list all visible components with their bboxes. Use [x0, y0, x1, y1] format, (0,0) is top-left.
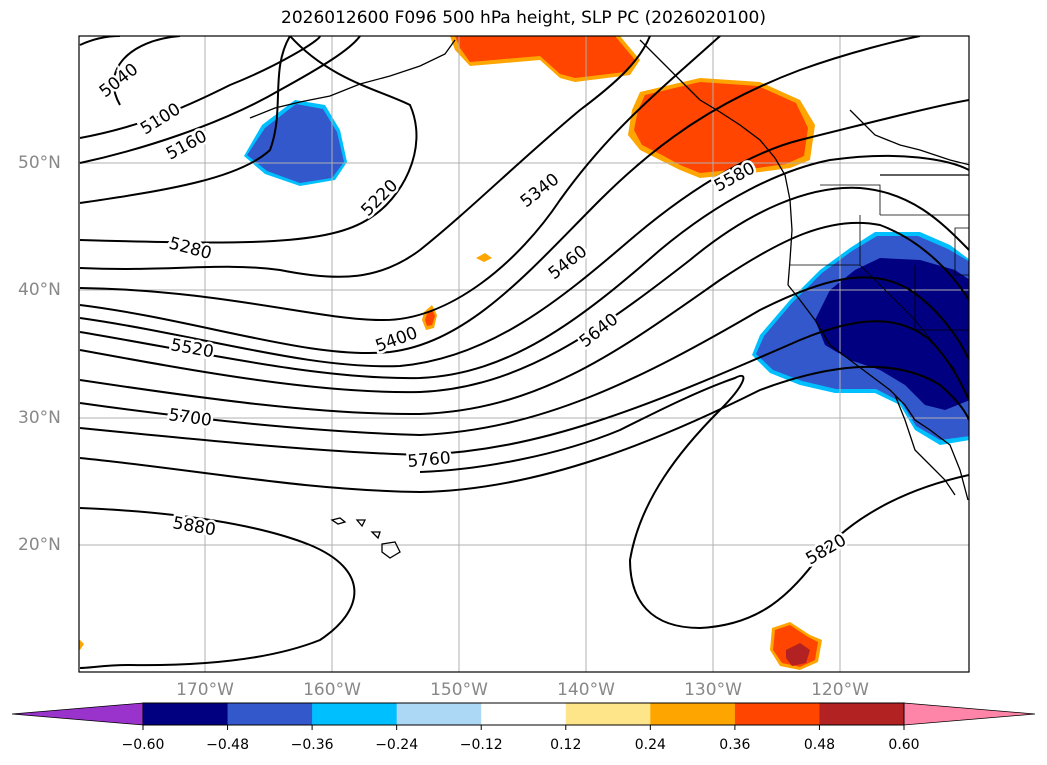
lon-label: 140°W — [557, 680, 615, 700]
colorbar-tick-label: 0.24 — [634, 737, 666, 753]
colorbar-bin — [481, 703, 567, 725]
coastlines — [249, 39, 969, 559]
colorbar-tick-label: −0.48 — [206, 737, 249, 753]
negative-anomaly-california — [752, 232, 969, 445]
lon-label: 130°W — [684, 680, 742, 700]
colorbar-tick-label: −0.12 — [459, 737, 503, 753]
colorbar-bin — [227, 703, 313, 725]
lon-label: 120°W — [811, 680, 869, 700]
lon-label: 160°W — [303, 680, 361, 700]
lat-label: 50°N — [18, 153, 61, 173]
lon-label: 170°W — [176, 680, 234, 700]
lon-label: 150°W — [430, 680, 488, 700]
map-title: 2026012600 F096 500 hPa height, SLP PC (… — [281, 8, 766, 28]
positive-anomaly-small — [79, 253, 822, 670]
colorbar-bin — [565, 703, 651, 725]
contour-label: 5220 — [357, 176, 402, 221]
colorbar-bin — [396, 703, 482, 725]
lat-label: 30°N — [18, 408, 61, 428]
lat-label: 40°N — [18, 280, 61, 300]
colorbar-tick-label: 0.48 — [803, 737, 836, 753]
colorbar-bin — [819, 703, 905, 725]
colorbar-tick-label: 0.36 — [719, 737, 751, 753]
plot-frame — [78, 35, 970, 673]
positive-anomaly-alaska — [450, 36, 815, 178]
colorbar-bin — [734, 703, 820, 725]
colorbar-tick-label: −0.60 — [121, 737, 165, 753]
height-contours — [79, 36, 969, 669]
colorbar-max-extension — [903, 702, 1036, 726]
colorbar-min-extension — [11, 702, 144, 726]
colorbar-bin — [312, 703, 398, 725]
colorbar-tick-label: 0.12 — [550, 737, 582, 753]
colorbar-tick-label: −0.24 — [375, 737, 419, 753]
colorbar — [11, 702, 1036, 730]
contour-label: 5760 — [407, 448, 452, 472]
gridlines — [79, 36, 969, 672]
contour-label: 5820 — [803, 530, 850, 569]
contour-label: 5520 — [169, 335, 215, 362]
contour-label: 5700 — [167, 405, 213, 431]
contour-label: 5100 — [137, 99, 184, 139]
colorbar-tick-label: −0.36 — [290, 737, 334, 753]
colorbar-bin — [143, 703, 229, 725]
contour-label: 5280 — [167, 234, 214, 265]
colorbar-tick-label: 0.60 — [888, 737, 920, 753]
contour-label: 5880 — [171, 513, 217, 540]
lat-label: 20°N — [18, 535, 61, 555]
colorbar-bin — [650, 703, 736, 725]
